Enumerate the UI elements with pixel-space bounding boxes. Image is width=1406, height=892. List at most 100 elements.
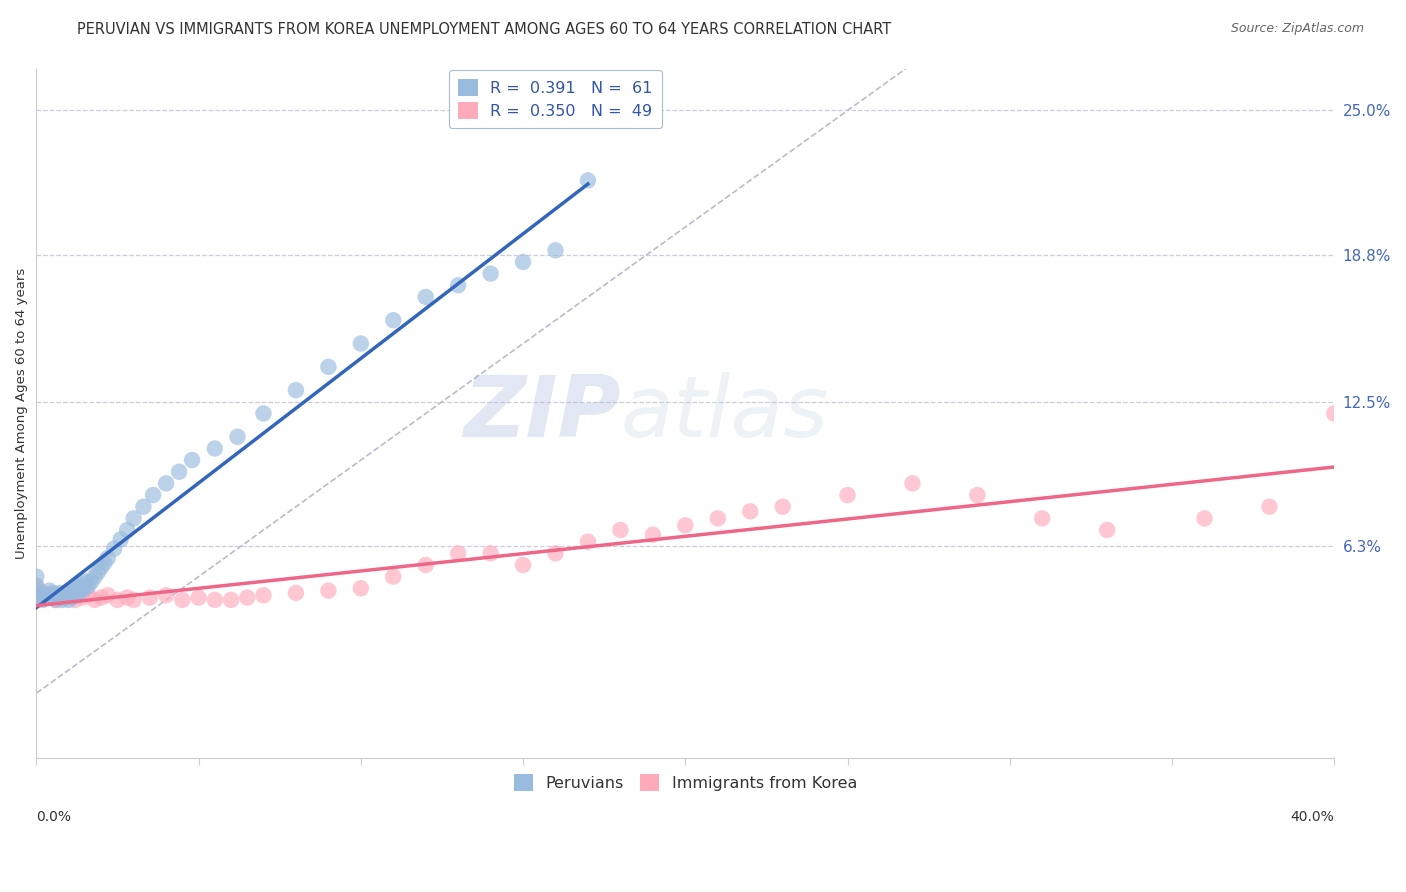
Point (90, 560, 112, 574)
Point (226, 430, 249, 444)
Point (70, 583, 93, 598)
Point (48, 586, 70, 600)
Point (318, 583, 340, 598)
Point (122, 511, 145, 525)
Point (1031, 511, 1053, 525)
Point (73, 582, 96, 596)
Point (83, 593, 105, 607)
Point (41, 588, 63, 602)
Point (1095, 523, 1118, 537)
Point (38, 583, 60, 598)
Point (284, 586, 307, 600)
Point (181, 453, 204, 467)
Point (204, 442, 226, 456)
Y-axis label: Unemployment Among Ages 60 to 64 years: Unemployment Among Ages 60 to 64 years (15, 268, 28, 559)
Point (90, 591, 112, 605)
Text: PERUVIAN VS IMMIGRANTS FROM KOREA UNEMPLOYMENT AMONG AGES 60 TO 64 YEARS CORRELA: PERUVIAN VS IMMIGRANTS FROM KOREA UNEMPL… (77, 22, 891, 37)
Point (350, 582, 373, 596)
Point (544, 546, 567, 560)
Point (41, 586, 63, 600)
Point (740, 504, 762, 518)
Point (25, 579, 48, 593)
Point (58, 593, 80, 607)
Point (25, 586, 48, 600)
Point (219, 593, 242, 607)
Point (609, 523, 631, 537)
Point (55, 586, 77, 600)
Point (479, 267, 502, 281)
Point (65, 582, 87, 596)
Point (167, 465, 190, 479)
Point (51, 591, 73, 605)
Point (45, 593, 67, 607)
Point (97, 551, 120, 566)
Point (132, 500, 155, 514)
Point (966, 488, 988, 502)
Point (673, 518, 696, 533)
Point (415, 290, 437, 304)
Text: ZIP: ZIP (463, 372, 620, 455)
Point (115, 591, 138, 605)
Point (51, 588, 73, 602)
Point (35, 591, 58, 605)
Point (67, 586, 90, 600)
Point (31, 586, 53, 600)
Point (51, 593, 73, 607)
Point (58, 588, 80, 602)
Point (65, 593, 87, 607)
Point (544, 244, 567, 258)
Point (45, 588, 67, 602)
Point (706, 511, 728, 525)
Point (65, 588, 87, 602)
Point (576, 173, 599, 187)
Point (45, 593, 67, 607)
Point (73, 574, 96, 589)
Point (115, 523, 138, 537)
Point (172, 593, 194, 607)
Point (55, 591, 77, 605)
Point (252, 407, 274, 421)
Point (155, 476, 177, 491)
Point (284, 383, 307, 397)
Point (837, 488, 859, 502)
Point (110, 533, 132, 547)
Text: Source: ZipAtlas.com: Source: ZipAtlas.com (1230, 22, 1364, 36)
Point (25, 588, 48, 602)
Point (641, 527, 664, 541)
Legend: Peruvians, Immigrants from Korea: Peruvians, Immigrants from Korea (506, 766, 865, 798)
Point (25, 583, 48, 598)
Point (252, 588, 274, 602)
Point (576, 534, 599, 549)
Point (155, 588, 177, 602)
Point (93, 556, 115, 570)
Point (38, 588, 60, 602)
Point (97, 588, 120, 602)
Point (77, 588, 100, 602)
Point (447, 278, 470, 293)
Point (25, 579, 48, 593)
Point (107, 593, 129, 607)
Point (41, 591, 63, 605)
Point (1258, 500, 1281, 514)
Point (382, 569, 405, 583)
Point (35, 591, 58, 605)
Text: 0.0%: 0.0% (37, 810, 72, 823)
Point (31, 593, 53, 607)
Point (67, 579, 90, 593)
Point (479, 546, 502, 560)
Point (901, 476, 924, 491)
Point (382, 313, 405, 327)
Point (139, 591, 162, 605)
Point (1194, 511, 1216, 525)
Point (122, 593, 145, 607)
Point (77, 579, 100, 593)
Point (204, 593, 226, 607)
Point (25, 593, 48, 607)
Point (236, 591, 259, 605)
Text: 40.0%: 40.0% (1291, 810, 1334, 823)
Point (70, 591, 93, 605)
Point (187, 591, 209, 605)
Point (512, 558, 534, 572)
Text: atlas: atlas (620, 372, 828, 455)
Point (60, 583, 83, 598)
